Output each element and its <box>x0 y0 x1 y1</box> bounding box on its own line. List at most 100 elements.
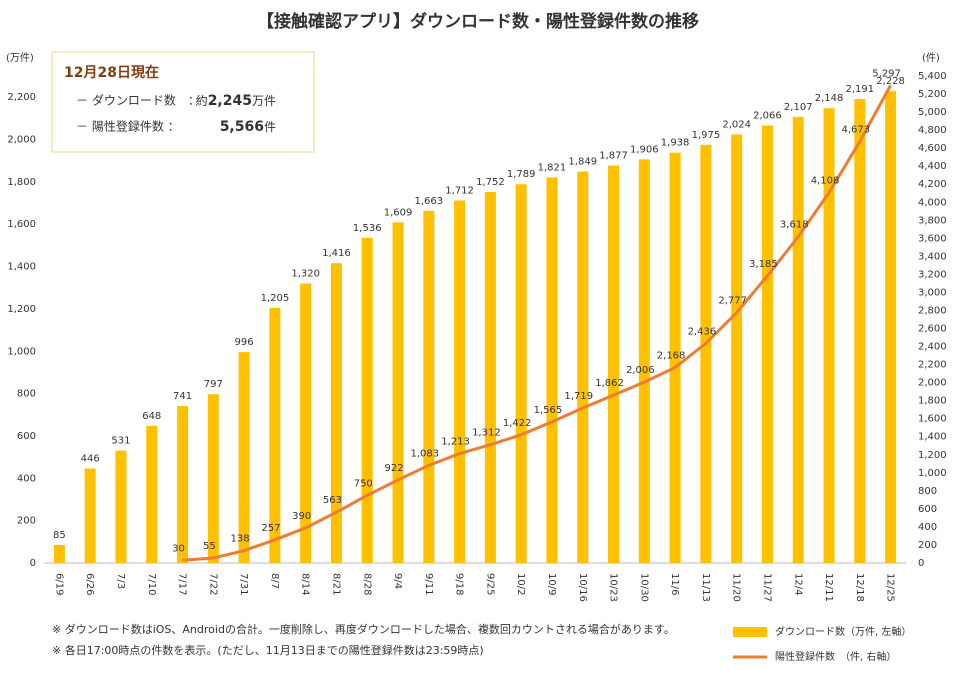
y2-tick-label: 4,400 <box>918 161 947 172</box>
x-tick-label: 8/28 <box>361 573 372 595</box>
x-tick-label: 12/25 <box>885 573 896 602</box>
bar <box>53 545 65 563</box>
line-value-label: 1,719 <box>564 391 593 402</box>
bar-value-label: 2,228 <box>876 76 905 87</box>
bar-value-label: 741 <box>173 391 192 402</box>
line-value-label: 55 <box>203 541 216 552</box>
y2-tick-label: 400 <box>918 522 937 533</box>
line-value-label: 4,673 <box>842 125 871 136</box>
x-tick-label: 8/14 <box>300 573 311 595</box>
y2-tick-label: 1,400 <box>918 432 947 443</box>
bar-value-label: 797 <box>204 379 223 390</box>
bar-value-label: 996 <box>235 337 254 348</box>
bar-value-label: 1,712 <box>445 186 474 197</box>
line-value-label: 2,006 <box>626 365 655 376</box>
x-tick-label: 7/3 <box>115 573 126 589</box>
bar <box>146 425 158 563</box>
y-tick-label: 1,000 <box>7 346 36 357</box>
y2-tick-label: 5,000 <box>918 107 947 118</box>
x-tick-label: 12/11 <box>823 573 834 602</box>
x-tick-label: 7/17 <box>177 573 188 595</box>
bar-value-label: 2,066 <box>753 111 782 122</box>
bar <box>454 200 466 563</box>
y-axis-label: (万件) <box>6 52 34 64</box>
info-unit: 件 <box>264 120 276 134</box>
y2-tick-label: 4,800 <box>918 125 947 136</box>
bar <box>300 283 312 563</box>
line-value-label: 3,618 <box>780 220 809 231</box>
y2-tick-label: 2,800 <box>918 305 947 316</box>
legend-label: 陽性登録件数 （件, 右軸） <box>775 650 896 663</box>
x-tick-label: 12/4 <box>792 573 803 595</box>
y2-tick-label: 3,400 <box>918 251 947 262</box>
bar <box>177 406 189 563</box>
y-tick-label: 800 <box>17 389 36 400</box>
legend-label: ダウンロード数（万件, 左軸） <box>775 625 911 638</box>
bar <box>854 99 866 564</box>
info-label: － 陽性登録件数 ： <box>76 119 180 134</box>
line-value-label: 1,083 <box>411 448 440 459</box>
y-tick-label: 400 <box>17 473 36 484</box>
x-tick-label: 7/31 <box>238 573 249 595</box>
x-tick-label: 9/25 <box>484 573 495 595</box>
line-value-label: 4,108 <box>811 176 840 187</box>
line-value-label: 922 <box>384 463 403 474</box>
bar-value-label: 2,148 <box>815 93 844 104</box>
line-value-label: 257 <box>261 523 280 534</box>
x-tick-label: 7/22 <box>207 573 218 595</box>
bar <box>269 307 281 563</box>
y2-tick-label: 4,200 <box>918 179 947 190</box>
x-tick-label: 9/18 <box>454 573 465 595</box>
bar <box>546 177 558 564</box>
bar-value-label: 446 <box>81 454 100 465</box>
y-tick-label: 2,200 <box>7 92 36 103</box>
x-tick-label: 12/18 <box>854 573 865 602</box>
bar <box>423 210 435 564</box>
bar <box>577 171 589 563</box>
x-tick-label: 11/20 <box>731 573 742 602</box>
y2-tick-label: 1,800 <box>918 396 947 407</box>
line-value-label: 1,565 <box>534 405 563 416</box>
y-tick-label: 1,400 <box>7 262 36 273</box>
bar-value-label: 1,849 <box>568 156 597 167</box>
bar <box>731 134 743 563</box>
y2-tick-label: 3,800 <box>918 215 947 226</box>
bar-value-label: 1,877 <box>599 151 628 162</box>
info-label: － ダウンロード数 ： <box>76 93 200 108</box>
y2-tick-label: 1,600 <box>918 414 947 425</box>
line-value-label: 750 <box>354 478 373 489</box>
footnote: ※ 各日17:00時点の件数を表示。(ただし、11月13日までの陽性登録件数は2… <box>52 643 484 657</box>
x-tick-label: 7/10 <box>146 573 157 595</box>
bar <box>84 468 96 563</box>
x-tick-label: 10/16 <box>577 573 588 602</box>
bar-value-label: 85 <box>53 530 66 541</box>
line <box>182 84 892 562</box>
bar <box>823 108 835 563</box>
bar-value-label: 531 <box>111 436 130 447</box>
bar-value-label: 2,024 <box>722 119 751 130</box>
bar <box>330 263 342 563</box>
line-value-label: 390 <box>292 511 311 522</box>
y2-tick-label: 3,200 <box>918 269 947 280</box>
y2-tick-label: 1,200 <box>918 450 947 461</box>
bar-value-label: 2,107 <box>784 102 813 113</box>
info-box <box>51 51 315 153</box>
y2-tick-label: 600 <box>918 504 937 515</box>
line-value-label: 5,297 <box>872 68 901 79</box>
info-title: 12月28日現在 <box>64 64 159 81</box>
line-value-label: 2,168 <box>657 350 686 361</box>
bar <box>700 144 712 563</box>
bar-value-label: 1,663 <box>415 196 444 207</box>
bar <box>885 91 897 564</box>
y-tick-label: 200 <box>17 516 36 527</box>
y2-tick-label: 3,000 <box>918 287 947 298</box>
bar-value-label: 648 <box>142 411 161 422</box>
line-value-label: 30 <box>172 543 185 554</box>
x-tick-label: 9/4 <box>392 573 403 589</box>
bar <box>761 125 773 563</box>
info-value: 約2,245万件 <box>196 93 276 110</box>
x-tick-label: 6/19 <box>53 573 64 595</box>
bar-value-label: 2,191 <box>846 84 875 95</box>
line-value-label: 3,185 <box>749 259 778 270</box>
